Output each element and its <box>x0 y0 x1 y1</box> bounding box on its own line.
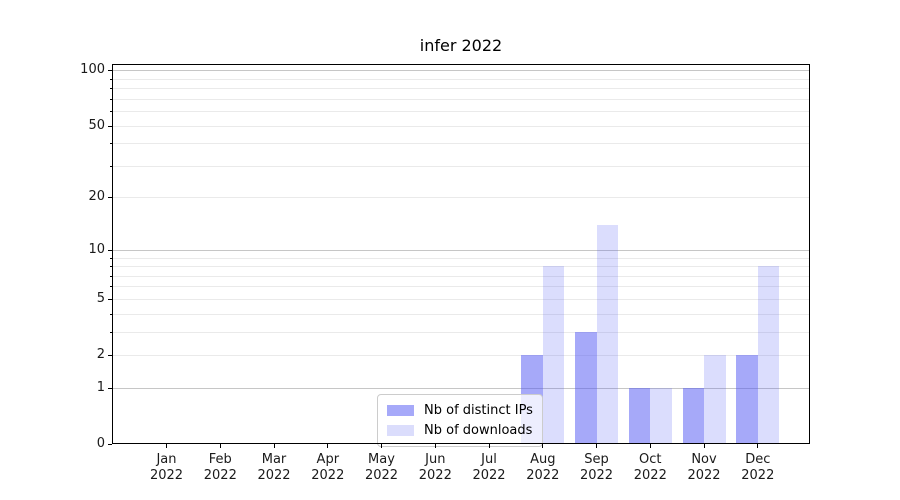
legend-swatch-distinct-ips <box>387 404 414 416</box>
x-axis-tick-label: Aug 2022 <box>526 452 560 483</box>
legend-label-distinct-ips: Nb of distinct IPs <box>424 402 533 418</box>
bar-aug-downloads <box>542 266 565 444</box>
x-axis-tick <box>542 444 544 448</box>
gridline-major <box>112 70 810 72</box>
y-axis-minor-tick <box>109 286 112 288</box>
y-axis-minor-tick <box>109 257 112 259</box>
gridline-minor <box>112 331 810 333</box>
gridline-minor <box>112 88 810 89</box>
y-axis-tick-label: 100 <box>80 62 105 78</box>
legend-label-downloads: Nb of downloads <box>424 422 533 438</box>
gridline-minor <box>112 266 810 267</box>
y-axis-tick-label: 0 <box>96 436 105 451</box>
gridline-minor <box>112 275 810 277</box>
x-axis-tick-label: Jul 2022 <box>472 452 506 483</box>
bar-dec-downloads <box>757 266 780 444</box>
y-axis-tick <box>108 444 112 445</box>
y-axis-minor-tick <box>109 111 112 112</box>
y-axis-tick-label: 50 <box>88 117 105 133</box>
gridline-minor <box>112 165 810 167</box>
y-axis-minor-tick <box>109 313 112 315</box>
x-axis-tick-label: Oct 2022 <box>633 452 667 483</box>
y-axis-tick <box>108 125 112 127</box>
legend-item-distinct-ips: Nb of distinct IPs <box>387 400 533 420</box>
y-axis-tick-label: 10 <box>88 241 105 257</box>
x-axis-tick <box>166 444 167 448</box>
bar-sep-distinct-ips <box>575 331 597 444</box>
bar-nov-distinct-ips <box>682 387 704 444</box>
y-axis-tick <box>108 355 112 356</box>
x-axis-tick-label: Nov 2022 <box>687 452 721 483</box>
y-axis-minor-tick <box>109 165 112 167</box>
gridline-minor <box>112 111 810 112</box>
bar-oct-distinct-ips <box>628 387 651 444</box>
y-axis-tick <box>108 249 112 251</box>
x-axis-tick-label: Feb 2022 <box>203 452 237 483</box>
x-axis-tick-label: Mar 2022 <box>257 452 291 483</box>
y-axis-tick-label: 1 <box>96 379 105 395</box>
y-axis-tick <box>108 387 112 389</box>
legend-item-downloads: Nb of downloads <box>387 420 533 440</box>
x-axis-tick-label: May 2022 <box>364 452 399 483</box>
y-axis-minor-tick <box>109 98 112 100</box>
gridline-minor <box>112 143 810 145</box>
bar-sep-downloads <box>596 224 618 444</box>
y-axis-tick <box>108 197 112 199</box>
x-axis-tick <box>327 444 329 448</box>
y-axis-minor-tick <box>109 275 112 277</box>
y-axis-tick-label: 20 <box>88 189 105 205</box>
x-axis-tick <box>381 444 382 448</box>
legend-swatch-downloads <box>387 424 414 436</box>
x-axis-tick <box>757 444 759 448</box>
x-axis-tick <box>273 444 275 448</box>
x-axis-tick <box>703 444 705 448</box>
plot-area: 0 1 2 5 10 20 50 100 Jan 2022 Feb 2022 Mar 2022 Apr… <box>80 62 810 483</box>
y-axis-minor-tick <box>109 88 112 89</box>
gridline-major <box>112 249 810 251</box>
y-axis-minor-tick <box>109 78 112 80</box>
gridline-minor <box>112 313 810 315</box>
bar-nov-downloads <box>704 355 726 444</box>
x-axis-tick-label: Dec 2022 <box>741 452 775 483</box>
y-axis-minor-tick <box>109 331 112 333</box>
y-axis-tick <box>108 70 112 72</box>
y-axis-tick-label: 2 <box>96 347 105 362</box>
x-axis-tick <box>596 444 597 448</box>
x-axis-tick-label: Jun 2022 <box>418 452 452 483</box>
x-axis-tick <box>488 444 490 448</box>
gridline-minor <box>112 298 810 300</box>
gridline-major <box>112 387 810 389</box>
bar-dec-distinct-ips <box>736 355 758 444</box>
x-axis-tick <box>649 444 651 448</box>
legend: Nb of distinct IPs Nb of downloads <box>377 394 543 447</box>
chart-title: infer 2022 <box>419 36 503 55</box>
x-axis-tick <box>219 444 221 448</box>
gridline-minor <box>112 257 810 259</box>
x-axis-tick-label: Sep 2022 <box>579 452 614 483</box>
bar-oct-downloads <box>650 387 672 444</box>
y-axis-minor-tick <box>109 143 112 145</box>
x-axis-tick-label: Apr 2022 <box>311 452 345 483</box>
gridline-minor <box>112 78 810 80</box>
gridline-minor <box>112 355 810 356</box>
y-axis-minor-tick <box>109 266 112 267</box>
x-axis-tick-label: Jan 2022 <box>149 452 184 483</box>
y-axis-tick-label: 5 <box>96 290 105 306</box>
gridline-minor <box>112 125 810 127</box>
gridline-minor <box>112 286 810 288</box>
gridline-minor <box>112 197 810 199</box>
gridline-minor <box>112 98 810 100</box>
x-axis-tick <box>434 444 436 448</box>
y-axis-tick <box>108 298 112 300</box>
